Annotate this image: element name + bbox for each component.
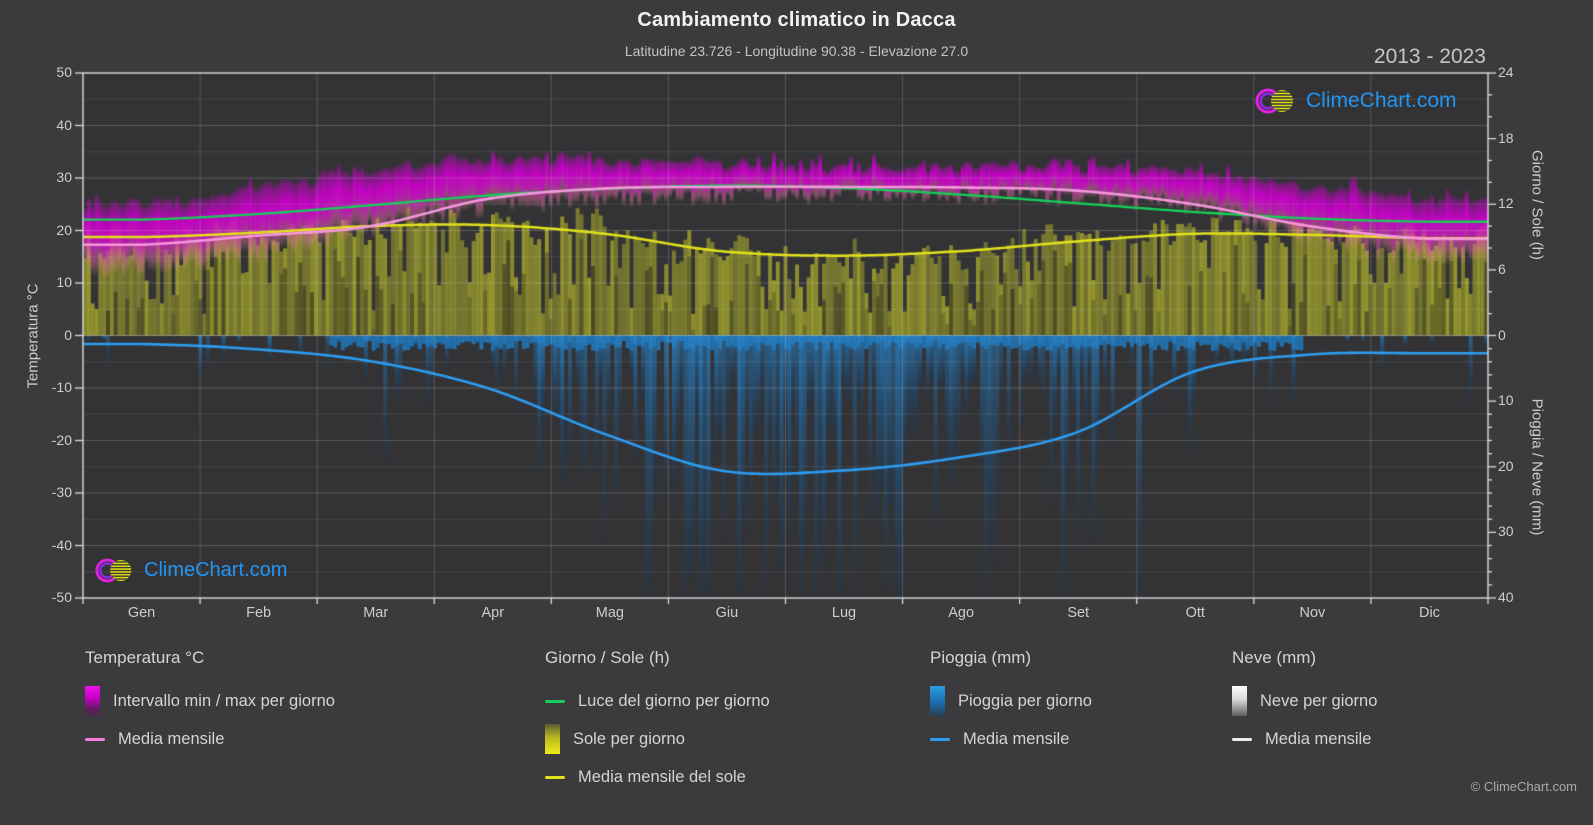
temp-tick-label: -10 (51, 379, 72, 395)
copyright: © ClimeChart.com (1470, 779, 1577, 794)
legend-item: Intervallo min / max per giorno (85, 682, 335, 720)
legend-item: Media mensile (85, 720, 335, 758)
sun-tick-label: 18 (1498, 129, 1514, 146)
legend-item: Media mensile del sole (545, 758, 770, 796)
legend-swatch-line-white (1232, 737, 1252, 741)
temp-tick-label: -30 (51, 484, 72, 500)
month-label-apr: Apr (481, 605, 505, 621)
legend-group-2: Giorno / Sole (h) Luce del giorno per gio… (545, 648, 770, 796)
climechart-logo-icon (1255, 88, 1293, 114)
temp-tick-label: 30 (56, 169, 72, 185)
month-label-feb: Feb (246, 605, 272, 621)
legend-item: Neve per giorno (1232, 682, 1377, 720)
sun-tick-label: 24 (1498, 64, 1514, 80)
temp-tick-label: 50 (56, 64, 72, 80)
legend-item-label: Media mensile (963, 729, 1070, 748)
rain-tick-label: 30 (1498, 523, 1514, 540)
legend-item-label: Luce del giorno per giorno (578, 691, 770, 710)
temp-tick-label: -20 (51, 431, 72, 448)
legend-item-label: Media mensile (1265, 729, 1372, 748)
legend-item: Sole per giorno (545, 720, 770, 758)
sun-tick-label: 0 (1498, 326, 1506, 343)
temp-tick-label: 20 (56, 221, 72, 238)
month-label-dic: Dic (1418, 605, 1440, 621)
legend-item: Luce del giorno per giorno (545, 682, 770, 720)
temp-tick-label: -40 (51, 536, 72, 553)
legend-swatch-gradient-yellow (545, 724, 560, 754)
legend-item-label: Media mensile (118, 729, 225, 748)
legend-group-title: Temperatura °C (85, 648, 205, 667)
legend-swatch-gradient-magenta (85, 686, 100, 716)
legend-swatch-line-pink (85, 737, 105, 741)
rain-tick-label: 40 (1498, 589, 1514, 605)
month-label-lug: Lug (831, 605, 857, 621)
legend-item-label: Sole per giorno (573, 729, 685, 748)
legend-item-label: Neve per giorno (1260, 691, 1378, 710)
month-label-gen: Gen (127, 605, 156, 621)
legend-swatch-gradient-blue (930, 686, 945, 716)
climechart-logo-bottom[interactable]: ClimeChart.com (94, 556, 287, 585)
legend-group-3: Pioggia (mm) Pioggia per giorno Media mens… (930, 648, 1092, 758)
right-axis-sun-title: Giorno / Sole (h) (1528, 149, 1546, 261)
month-label-set: Set (1067, 605, 1090, 621)
legend-group-title: Pioggia (mm) (930, 648, 1032, 667)
legend-group-1: Temperatura °C Intervallo min / max per g… (85, 648, 335, 758)
sun-tick-label: 12 (1498, 195, 1514, 212)
temp-tick-label: 0 (64, 326, 72, 343)
year-range-label: 2013 - 2023 (1373, 45, 1486, 68)
month-label-giu: Giu (715, 605, 739, 621)
sun-tick-label: 6 (1498, 260, 1506, 277)
legend-item-label: Media mensile del sole (578, 767, 746, 786)
month-label-mar: Mar (363, 605, 389, 621)
legend-item: Pioggia per giorno (930, 682, 1092, 720)
rain-tick-label: 20 (1498, 457, 1514, 474)
legend-swatch-line-blue (930, 737, 950, 741)
rain-tick-label: 10 (1498, 392, 1514, 409)
page-subtitle: Latitudine 23.726 - Longitudine 90.38 - … (624, 43, 969, 59)
legend-group-4: Neve (mm) Neve per giorno Media mensile (1232, 648, 1377, 758)
page-title: Cambiamento climatico in Dacca (637, 9, 956, 31)
legend-group-title: Giorno / Sole (h) (545, 648, 670, 667)
legend-swatch-line-yellow (545, 775, 565, 779)
legend-item-label: Pioggia per giorno (958, 691, 1092, 710)
month-label-mag: Mag (595, 605, 624, 621)
legend-item: Media mensile (930, 720, 1092, 758)
temp-tick-label: 10 (56, 274, 72, 290)
climechart-logo-icon (95, 558, 132, 583)
month-label-ott: Ott (1185, 605, 1205, 621)
legend-item: Media mensile (1232, 720, 1377, 758)
climechart-logo-text: ClimeChart.com (144, 559, 288, 581)
legend-swatch-gradient-white (1232, 686, 1247, 716)
climechart-logo-text: ClimeChart.com (1306, 89, 1457, 112)
month-label-nov: Nov (1299, 605, 1326, 621)
right-axis-rain-title: Pioggia / Neve (mm) (1528, 398, 1546, 536)
legend-group-title: Neve (mm) (1232, 648, 1317, 667)
climechart-logo-top[interactable]: ClimeChart.com (1254, 86, 1457, 116)
legend-item-label: Intervallo min / max per giorno (113, 691, 335, 710)
temp-tick-label: -50 (51, 589, 72, 605)
month-label-ago: Ago (948, 605, 975, 621)
legend-swatch-line-green (545, 699, 565, 703)
temp-tick-label: 40 (56, 116, 72, 133)
